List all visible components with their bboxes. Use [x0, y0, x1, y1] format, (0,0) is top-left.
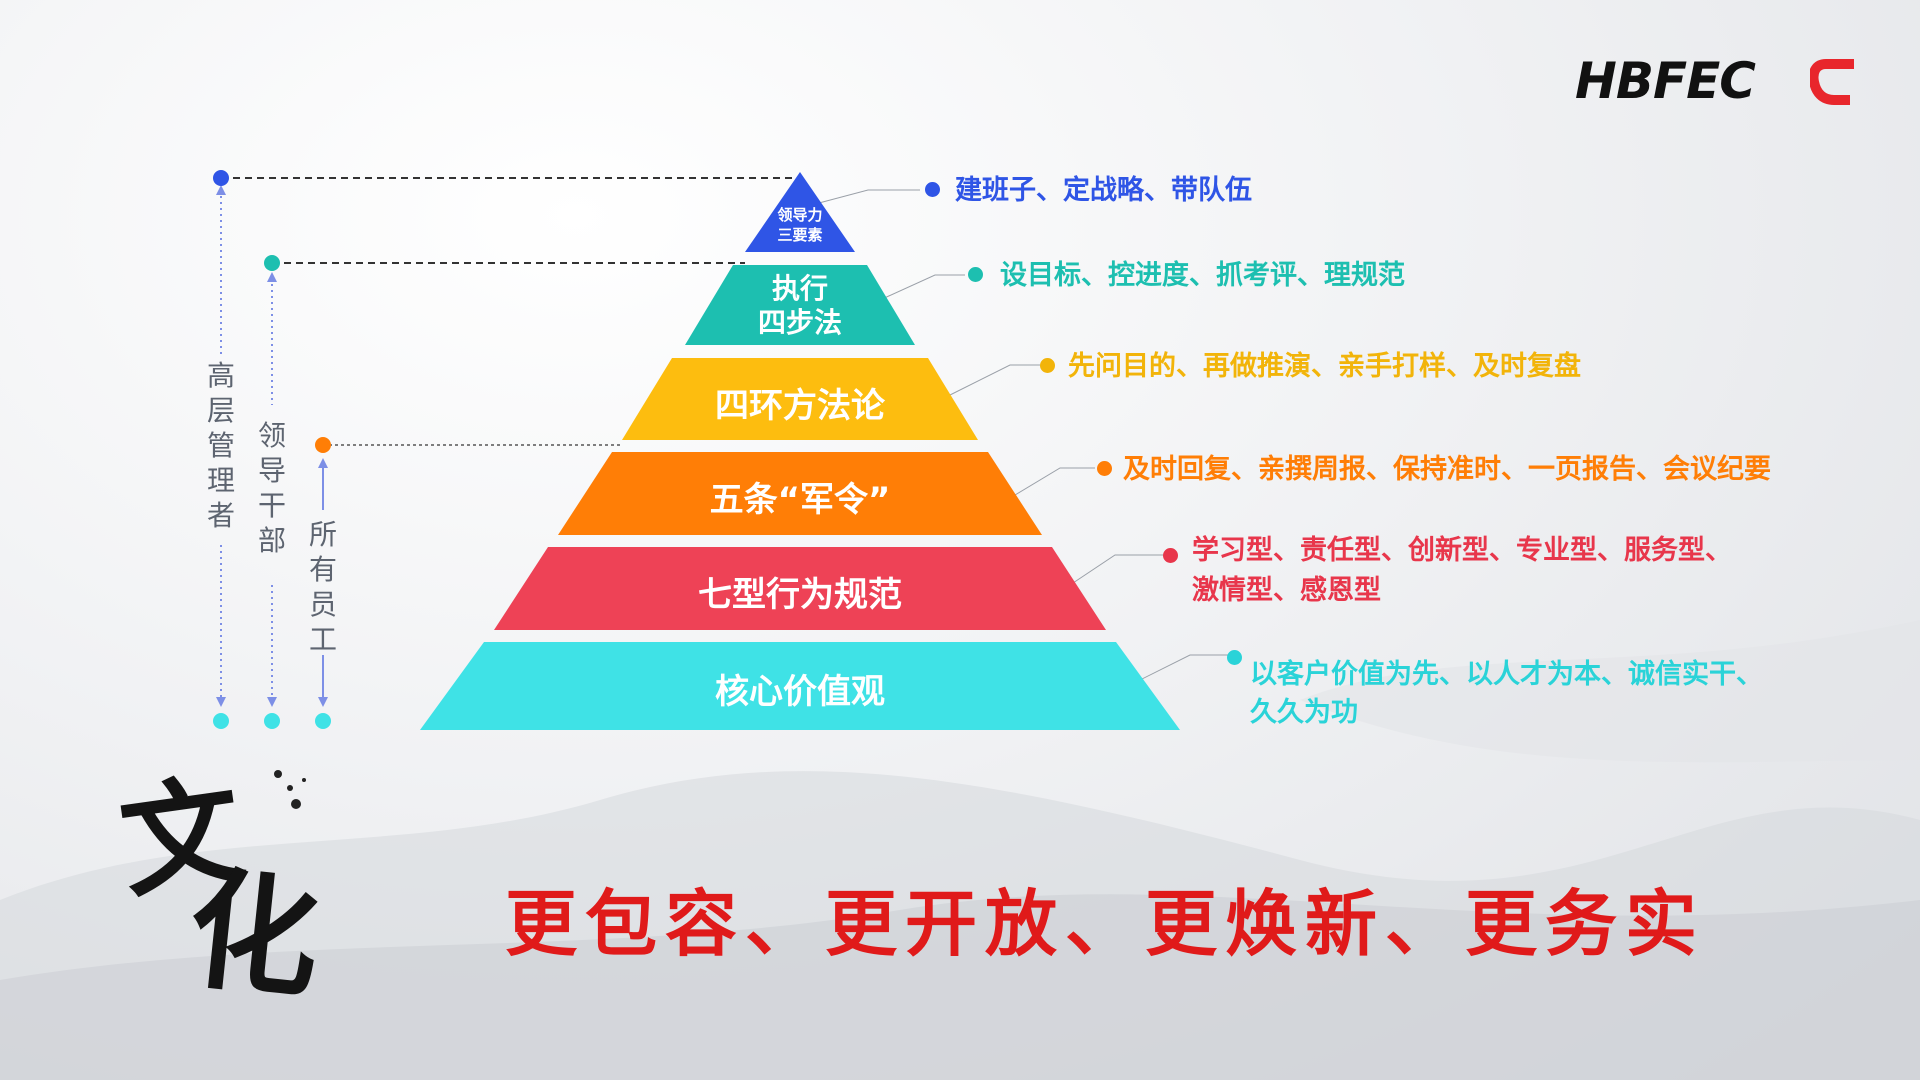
leaders-bottom-dot	[264, 713, 280, 729]
all-staff-top-dot	[315, 437, 331, 453]
desc-execution: 设目标、控进度、抓考评、理规范	[1000, 260, 1405, 291]
tier-seven-norms-label: 七型行为规范	[698, 575, 902, 615]
desc-leadership: 建班子、定战略、带队伍	[955, 175, 1252, 206]
pyramid-tier-seven-norms	[494, 547, 1106, 630]
pyramid-tier-five-orders	[558, 452, 1042, 535]
leaders-top-dot	[264, 255, 280, 271]
desc-seven-norms-line2: 激情型、感恩型	[1192, 575, 1381, 606]
all-staff-label: 所有员工	[308, 518, 337, 656]
desc-core-values-line1: 以客户价值为先、以人才为本、诚信实干、	[1250, 659, 1763, 690]
ink-splatter-icon	[274, 770, 306, 809]
desc-dot-leadership	[925, 182, 940, 197]
senior-management-label: 高层管理者	[206, 359, 235, 532]
company-logo: HBFEC	[1575, 52, 1756, 110]
tier-execution-line1: 执行	[771, 272, 828, 305]
desc-five-orders: 及时回复、亲撰周报、保持准时、一页报告、会议纪要	[1123, 454, 1771, 485]
all-staff-bottom-dot	[315, 713, 331, 729]
calligraphy-char-hua: 化	[181, 851, 327, 1018]
slogan: 更包容、更开放、更焕新、更务实	[505, 881, 1706, 966]
tier-leadership-line1: 领导力	[777, 206, 823, 224]
tier-execution-line2: 四步法	[757, 306, 842, 339]
desc-dot-core-values	[1227, 650, 1242, 665]
desc-four-ring: 先问目的、再做推演、亲手打样、及时复盘	[1068, 351, 1581, 382]
leaders-label: 领导干部	[257, 419, 286, 557]
senior-management-bottom-dot	[213, 713, 229, 729]
logo-text: HBFEC	[1575, 52, 1756, 110]
tier-leadership-line2: 三要素	[777, 226, 823, 244]
desc-core-values-line2: 久久为功	[1250, 697, 1358, 728]
desc-dot-four-ring	[1040, 358, 1055, 373]
pyramid-tier-leadership	[745, 172, 855, 252]
tier-leadership-label: 领导力 三要素	[755, 205, 845, 245]
tier-five-orders-label: 五条“军令”	[709, 480, 891, 520]
tier-execution-label: 执行 四步法	[700, 272, 900, 340]
tier-four-ring-label: 四环方法论	[715, 386, 885, 426]
desc-seven-norms-line1: 学习型、责任型、创新型、专业型、服务型、	[1192, 535, 1732, 566]
pyramid-tier-execution	[685, 265, 915, 345]
pyramid-tier-core-values	[420, 642, 1180, 730]
desc-dot-execution	[968, 267, 983, 282]
pyramid-tier-four-ring	[622, 358, 978, 440]
senior-management-top-dot	[213, 170, 229, 186]
logo-swoosh-icon	[1810, 59, 1854, 105]
desc-dot-five-orders	[1097, 461, 1112, 476]
desc-dot-seven-norms	[1163, 548, 1178, 563]
tier-core-values-label: 核心价值观	[715, 672, 885, 712]
